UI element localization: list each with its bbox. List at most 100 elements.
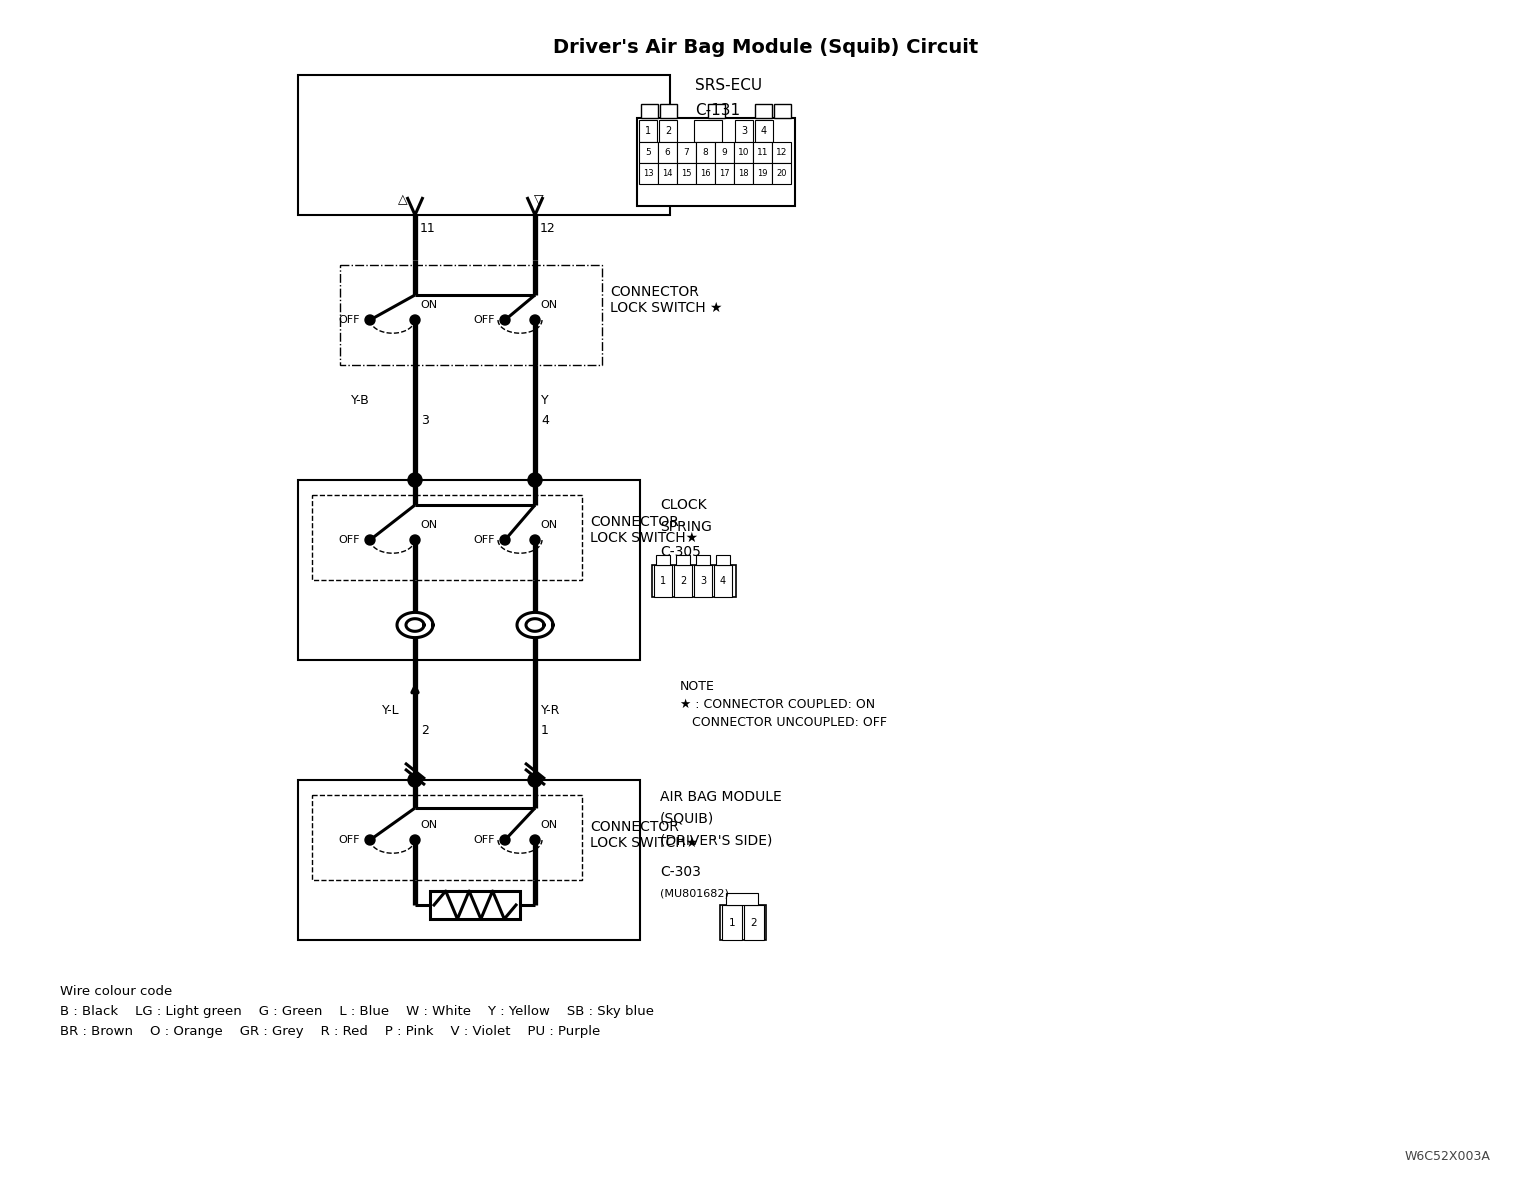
Circle shape [408,473,422,487]
Text: 10: 10 [737,148,750,157]
Text: ▽: ▽ [533,192,544,206]
Text: CONNECTOR
LOCK SWITCH ★: CONNECTOR LOCK SWITCH ★ [610,285,722,315]
Bar [661,105,678,118]
Text: SRS-ECU: SRS-ECU [694,78,762,93]
Circle shape [530,535,540,545]
Text: 15: 15 [681,169,691,178]
Text: CONNECTOR
LOCK SWITCH★: CONNECTOR LOCK SWITCH★ [590,514,698,545]
Text: 1: 1 [659,576,665,586]
Bar [659,120,678,143]
Text: BR : Brown    O : Orange    GR : Grey    R : Red    P : Pink    V : Violet    PU: BR : Brown O : Orange GR : Grey R : Red … [60,1025,601,1038]
Text: OFF: OFF [339,315,360,326]
Text: 4: 4 [721,576,727,586]
Text: 1: 1 [728,917,736,928]
Bar [639,120,658,143]
Bar [721,905,766,940]
Bar [694,565,711,598]
Bar [722,905,742,940]
Text: C-305: C-305 [661,545,701,560]
Text: OFF: OFF [474,315,495,326]
Circle shape [409,315,420,326]
Bar [652,565,736,598]
Bar [313,495,583,580]
Text: ON: ON [540,301,556,310]
Text: 4: 4 [760,126,766,135]
Circle shape [365,835,376,845]
Bar [716,555,730,565]
Text: 1: 1 [541,723,549,737]
Bar [734,120,753,143]
Bar [340,265,602,365]
Text: 11: 11 [420,221,435,234]
Circle shape [527,773,543,786]
Text: 3: 3 [701,576,707,586]
Bar [658,143,678,163]
Circle shape [500,315,510,326]
Text: OFF: OFF [474,835,495,845]
Circle shape [500,535,510,545]
Text: C-303: C-303 [661,865,701,879]
Bar [638,118,796,206]
Circle shape [530,315,540,326]
Bar [714,565,731,598]
Text: Y: Y [541,393,549,406]
Circle shape [409,535,420,545]
Text: Y-L: Y-L [382,703,400,716]
Text: 3: 3 [740,126,747,135]
Bar [655,565,671,598]
Bar [754,105,773,118]
Bar [297,480,639,661]
Bar [773,163,791,184]
Bar [429,891,520,920]
Text: 12: 12 [540,221,556,234]
Text: 2: 2 [679,576,687,586]
Text: Y-B: Y-B [351,393,369,406]
Bar [639,163,658,184]
Text: OFF: OFF [339,835,360,845]
Text: (SQUIB): (SQUIB) [661,813,714,826]
Text: CONNECTOR UNCOUPLED: OFF: CONNECTOR UNCOUPLED: OFF [691,716,888,729]
Bar [727,893,757,905]
Bar [734,143,753,163]
Text: C-131: C-131 [694,103,740,118]
Text: 8: 8 [702,148,708,157]
Bar [753,163,773,184]
Text: 6: 6 [665,148,670,157]
Text: 18: 18 [739,169,748,178]
Text: ON: ON [540,820,556,830]
Text: 7: 7 [684,148,690,157]
Text: (DRIVER'S SIDE): (DRIVER'S SIDE) [661,834,773,848]
Text: ★ : CONNECTOR COUPLED: ON: ★ : CONNECTOR COUPLED: ON [681,699,875,710]
Bar [754,120,773,143]
Text: Y-R: Y-R [541,703,561,716]
Text: △: △ [399,192,408,206]
Bar [774,105,791,118]
Text: 5: 5 [645,148,652,157]
Bar [656,555,670,565]
Bar [313,795,583,880]
Circle shape [530,835,540,845]
Bar [694,120,722,143]
Text: 9: 9 [722,148,727,157]
Text: 2: 2 [422,723,429,737]
Text: 1: 1 [645,126,652,135]
Bar [714,143,734,163]
Bar [734,163,753,184]
Text: 13: 13 [644,169,653,178]
Text: ON: ON [420,301,437,310]
Bar [297,75,670,215]
Bar [696,163,714,184]
Text: 12: 12 [776,148,786,157]
Text: CLOCK: CLOCK [661,498,707,512]
Text: Driver's Air Bag Module (Squib) Circuit: Driver's Air Bag Module (Squib) Circuit [553,38,978,57]
Circle shape [365,315,376,326]
Circle shape [409,835,420,845]
Text: 20: 20 [776,169,786,178]
Bar [675,565,691,598]
Bar [708,105,725,118]
Text: AIR BAG MODULE: AIR BAG MODULE [661,790,782,804]
Bar [773,143,791,163]
Bar [676,555,690,565]
Text: ON: ON [540,520,556,530]
Text: 19: 19 [757,169,768,178]
